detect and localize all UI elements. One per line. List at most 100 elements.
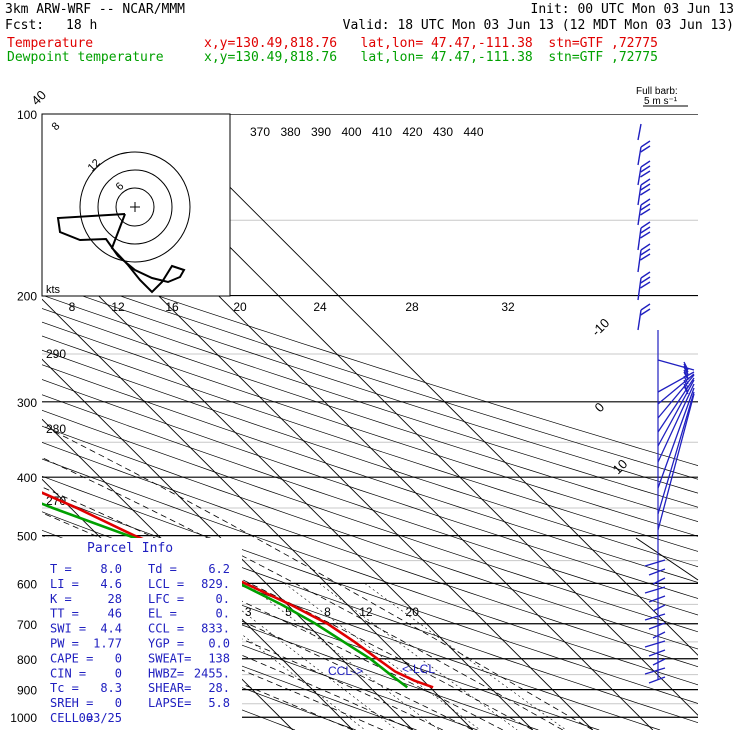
dry-adiabat-440 [42,308,698,522]
dry-adiabat-460 [42,281,698,494]
parcel-row-1-col-0: LI = [50,577,79,591]
dry-adiabat-420 [42,335,698,552]
parcel-row-8-col-0: Tc = [50,681,79,695]
parcel-row-9-col-3: 5.8 [208,696,230,710]
pressure-tick-100: 100 [17,108,37,122]
wind-barb-flag [640,243,651,251]
pressure-tick-700: 700 [17,618,37,632]
dry-adiabat-450 [42,294,698,508]
wind-barb-flag [640,170,651,178]
parcel-row-4-col-2: CCL = [148,622,184,636]
temperature-tick-40: 40 [28,87,49,108]
hodograph-axis-label-24: 24 [313,300,327,314]
wind-barb-3 [637,160,651,186]
isotherm-60 [156,114,698,656]
dry-adiabat-350 [42,442,698,668]
moist-adiabat-10 [42,535,473,730]
dewpoint-profile-line [42,502,409,689]
wind-barb-bottom-8 [652,631,666,639]
temperature-tick--10: -10 [589,315,613,339]
wind-barb-4 [637,178,651,206]
parcel-row-6-col-3: 138 [208,651,230,665]
temperature-profile-line [42,491,434,689]
wind-barb-8 [637,271,651,301]
parcel-row-4-col-3: 833. [201,622,230,636]
parcel-row-9-col-0: SREH = [50,696,93,710]
wind-barb-bottom-0 [644,559,666,567]
wind-barb-flag [640,271,651,279]
wind-barb-flag [640,183,651,191]
hodograph-axis-label-8: 8 [69,300,76,314]
dry-adiabat-480 [42,256,698,467]
hodograph-ring-mid [97,169,173,245]
parcel-panel-background [42,538,242,730]
wind-barb-6 [637,221,651,251]
wind-barb-flag [640,248,651,256]
parcel-row-0-col-1: 8.0 [100,562,122,576]
parcel-row-4-col-1: 4.4 [100,622,122,636]
mixing-ratio-label-5: 5 [285,605,292,619]
temperature-tick-10: 10 [610,456,631,477]
wind-barb-flag [640,281,651,289]
temperature-legend-label: Temperature [7,36,94,51]
parcel-row-1-col-2: LCL = [148,577,184,591]
wind-barb-low-tick-1 [683,363,689,373]
wind-barb-flag [640,160,651,168]
parcel-row-8-col-3: 28. [208,681,230,695]
wind-barb-flag [640,203,651,211]
theta-label-400: 400 [341,125,361,139]
wind-barb-flag [640,231,651,239]
parcel-row-3-col-2: EL = [148,607,177,621]
parcel-row-2-col-3: 0. [216,592,230,606]
temperature-location: x,y=130.49,818.76 lat,lon= 47.47,-111.38… [204,36,658,51]
wind-barb-bottom-3 [644,586,666,594]
wind-barb-flag [640,276,651,284]
wind-barb-low-0 [657,359,695,371]
parcel-row-3-col-3: 0. [216,607,230,621]
wind-barb-low-7 [657,387,695,489]
parcel-row-1-col-1: 4.6 [100,577,122,591]
hodograph-axis-label-16: 16 [165,300,179,314]
theta-side-label-280: 280 [46,422,66,436]
parcel-info-panel: Parcel Info T = 8.0 Td = 6.2 LI = 4.6 LCL = 829.… [42,538,242,730]
wind-barb-bottom-4 [648,595,666,603]
parcel-row-2-col-0: K = [50,592,72,606]
theta-label-390: 390 [311,125,331,139]
frame-edge-right [635,537,699,581]
parcel-row-4-col-0: SWI = [50,622,86,636]
mixing-ratio-label-20: 20 [406,605,420,619]
wind-barb-flag [640,178,651,186]
hodograph-units: kts [46,284,61,296]
pressure-tick-200: 200 [17,290,37,304]
parcel-row-6-col-1: 0 [115,651,122,665]
wind-barb-low-tick-6 [683,375,689,385]
parcel-row-5-col-3: 0.0 [208,637,230,651]
parcel-row-1-col-3: 829. [201,577,230,591]
theta-label-370: 370 [250,125,270,139]
init-time: Init: 00 UTC Mon 03 Jun 13 [530,2,735,17]
parcel-row-5-col-2: YGP = [148,637,184,651]
wind-barb-bottom-10 [648,649,666,657]
hodograph-ring-inner [115,187,155,227]
parcel-row-9-col-1: 0 [115,696,122,710]
dry-adiabat-400 [42,364,698,583]
moist-adiabat-20 [42,486,533,730]
parcel-row-8-col-2: SHEAR= [148,681,191,695]
pressure-tick-1000: 1000 [10,711,37,725]
wind-barb-staff [637,146,642,166]
chart-series [42,491,434,689]
hodograph-axis-label-28: 28 [405,300,419,314]
wind-barb-9 [637,303,651,331]
wind-barb-flag [640,198,651,206]
pressure-tick-800: 800 [17,653,37,667]
wind-barb-flag [640,140,651,148]
theta-label-430: 430 [433,125,453,139]
wind-barb-low-8 [657,391,695,515]
wind-barb-low-tick-7 [683,379,689,389]
wind-barb-low-tick-4 [683,369,689,379]
parcel-row-6-col-2: SWEAT= [148,651,191,665]
theta-label-420: 420 [402,125,422,139]
wind-barb-flag [640,308,651,316]
parcel-row-10-col-0: CELL = [50,711,93,725]
